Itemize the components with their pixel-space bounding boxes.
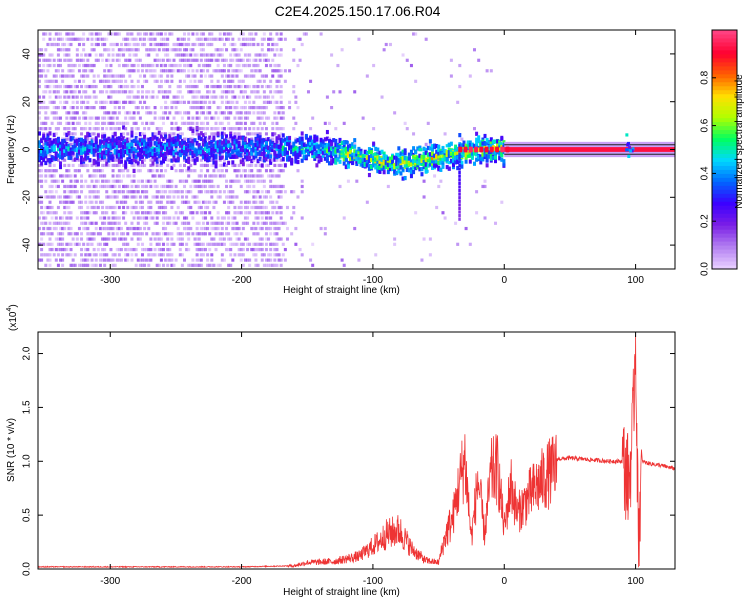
snr-series-line xyxy=(38,334,675,569)
colorbar: 0.0 0.2 0.4 0.6 0.8 Normalized spectral ampl… xyxy=(700,29,745,276)
colorbar-ticks: 0.0 0.2 0.4 0.6 0.8 xyxy=(700,70,716,276)
snr-axes: -300 -200 -100 0 100 0.0 0.5 1.0 1.5 2.0 xyxy=(22,332,675,587)
colorbar-frame xyxy=(711,29,738,270)
snr-x-axis-label: Height of straight line (km) xyxy=(283,587,400,598)
snr-x-tick-label: -200 xyxy=(232,576,252,587)
colorbar-gradient xyxy=(712,30,737,270)
colorbar-tick-label: 0.6 xyxy=(700,118,711,132)
spectrogram-y-tick-label: -20 xyxy=(22,190,33,205)
spectrogram-y-tick-label: 40 xyxy=(22,48,33,60)
spectrogram-image xyxy=(38,30,675,267)
snr-frame xyxy=(37,331,676,570)
snr-y-axis-label: SNR (10 * v/v) xyxy=(6,418,17,482)
spectrogram-x-tick-label: -300 xyxy=(100,275,120,286)
snr-y-tick-label: 1.5 xyxy=(22,400,33,414)
snr-x-tick-label: -100 xyxy=(363,576,383,587)
colorbar-tick-label: 0.4 xyxy=(700,166,711,180)
snr-y-tick-label: 1.0 xyxy=(22,454,33,468)
snr-panel: -300 -200 -100 0 100 0.0 0.5 1.0 1.5 2.0 Height o… xyxy=(6,304,676,598)
chart-title: C2E4.2025.150.17.06.R04 xyxy=(274,3,441,19)
spectrogram-x-tick-label: -100 xyxy=(363,275,383,286)
colorbar-tick-label: 0.2 xyxy=(700,214,711,228)
spectrogram-x-axis-label: Height of straight line (km) xyxy=(283,285,400,296)
spectrogram-y-tick-label: -40 xyxy=(22,237,33,252)
spectrogram-x-tick-label: 0 xyxy=(501,275,507,286)
snr-x-tick-label: -300 xyxy=(100,576,120,587)
colorbar-tick-label: 0.0 xyxy=(700,262,711,276)
snr-y-tick-label: 2.0 xyxy=(22,346,33,360)
spectrogram-x-tick-label: 100 xyxy=(627,275,644,286)
snr-y-tick-label: 0.5 xyxy=(22,508,33,522)
colorbar-label: Normalized spectral amplitude xyxy=(734,74,745,209)
spectrogram-y-axis-label: Frequency (Hz) xyxy=(6,115,17,184)
snr-multiplier-label: (x104) xyxy=(6,304,19,331)
snr-x-tick-label: 0 xyxy=(501,576,507,587)
snr-x-tick-label: 100 xyxy=(627,576,644,587)
spectrogram-y-tick-label: 0 xyxy=(22,146,33,152)
colorbar-tick-label: 0.8 xyxy=(700,70,711,84)
spectrogram-x-tick-label: -200 xyxy=(232,275,252,286)
snr-y-tick-label: 0.0 xyxy=(22,562,33,576)
spectrogram-y-tick-label: 20 xyxy=(22,96,33,108)
